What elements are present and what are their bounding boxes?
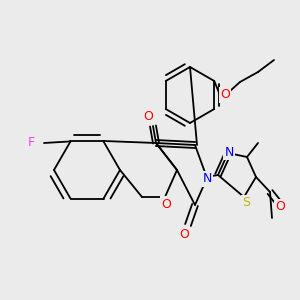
Text: O: O <box>161 197 171 211</box>
Text: N: N <box>202 172 212 185</box>
Text: F: F <box>27 136 34 149</box>
Text: O: O <box>143 110 153 124</box>
Text: O: O <box>220 88 230 101</box>
Text: N: N <box>224 146 234 158</box>
Text: O: O <box>275 200 285 214</box>
Text: O: O <box>179 227 189 241</box>
Text: S: S <box>242 196 250 209</box>
